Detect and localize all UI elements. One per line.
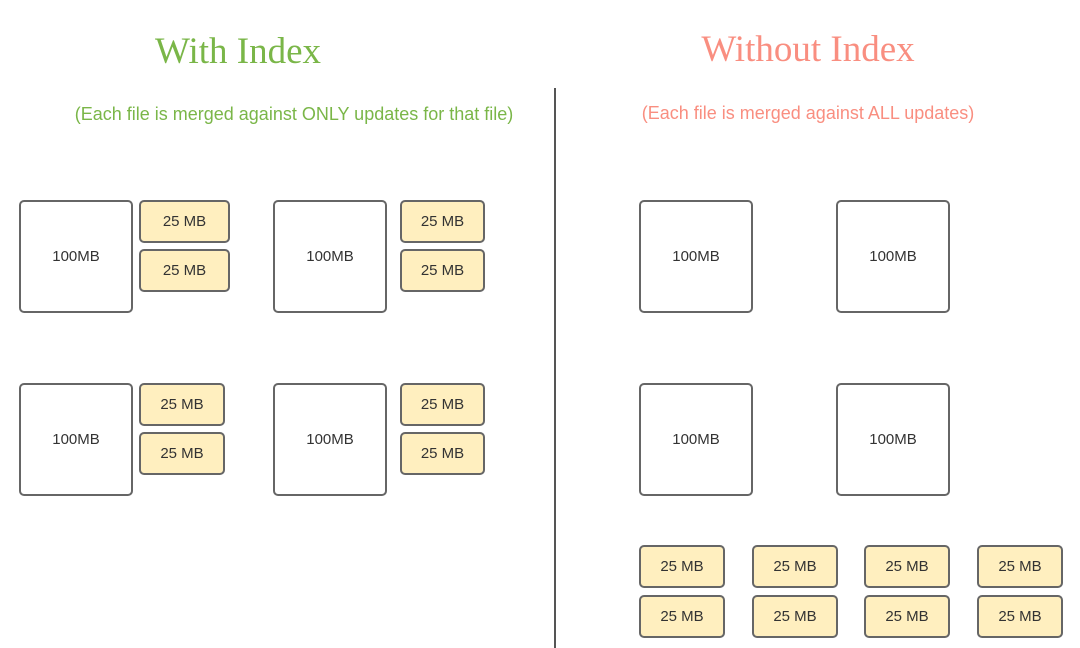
without-index-title: Without Index [701, 29, 915, 70]
file-box: 100MB [639, 200, 753, 313]
with-index-title: With Index [155, 31, 321, 72]
update-box: 25 MB [139, 432, 225, 475]
update-box: 25 MB [139, 383, 225, 426]
with-index-subtitle: (Each file is merged against ONLY update… [74, 104, 514, 124]
update-box: 25 MB [864, 545, 950, 588]
without-index-subtitle: (Each file is merged against ALL updates… [641, 103, 975, 123]
update-box: 25 MB [977, 545, 1063, 588]
file-box: 100MB [639, 383, 753, 496]
file-box: 100MB [19, 383, 133, 496]
file-box: 100MB [273, 200, 387, 313]
update-box: 25 MB [400, 200, 485, 243]
divider [554, 88, 556, 648]
file-box: 100MB [836, 200, 950, 313]
update-box: 25 MB [752, 595, 838, 638]
update-box: 25 MB [752, 545, 838, 588]
update-box: 25 MB [400, 432, 485, 475]
update-box: 25 MB [400, 383, 485, 426]
update-box: 25 MB [639, 545, 725, 588]
update-box: 25 MB [139, 249, 230, 292]
file-box: 100MB [273, 383, 387, 496]
update-box: 25 MB [139, 200, 230, 243]
file-box: 100MB [836, 383, 950, 496]
update-box: 25 MB [864, 595, 950, 638]
file-box: 100MB [19, 200, 133, 313]
update-box: 25 MB [977, 595, 1063, 638]
update-box: 25 MB [400, 249, 485, 292]
update-box: 25 MB [639, 595, 725, 638]
